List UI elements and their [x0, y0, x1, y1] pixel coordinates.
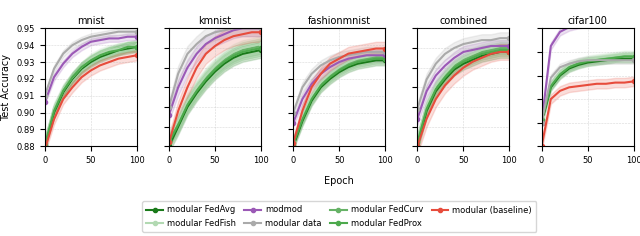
Text: Epoch: Epoch	[324, 176, 354, 186]
Legend: modular FedAvg, modular FedFish, modmod, modular data, modular FedCurv, modular : modular FedAvg, modular FedFish, modmod,…	[142, 201, 536, 232]
Title: kmnist: kmnist	[198, 16, 232, 26]
Title: combined: combined	[439, 16, 488, 26]
Title: mnist: mnist	[77, 16, 104, 26]
Title: cifar100: cifar100	[568, 16, 607, 26]
Y-axis label: Test Accuracy: Test Accuracy	[1, 54, 11, 121]
Title: fashionmnist: fashionmnist	[308, 16, 371, 26]
